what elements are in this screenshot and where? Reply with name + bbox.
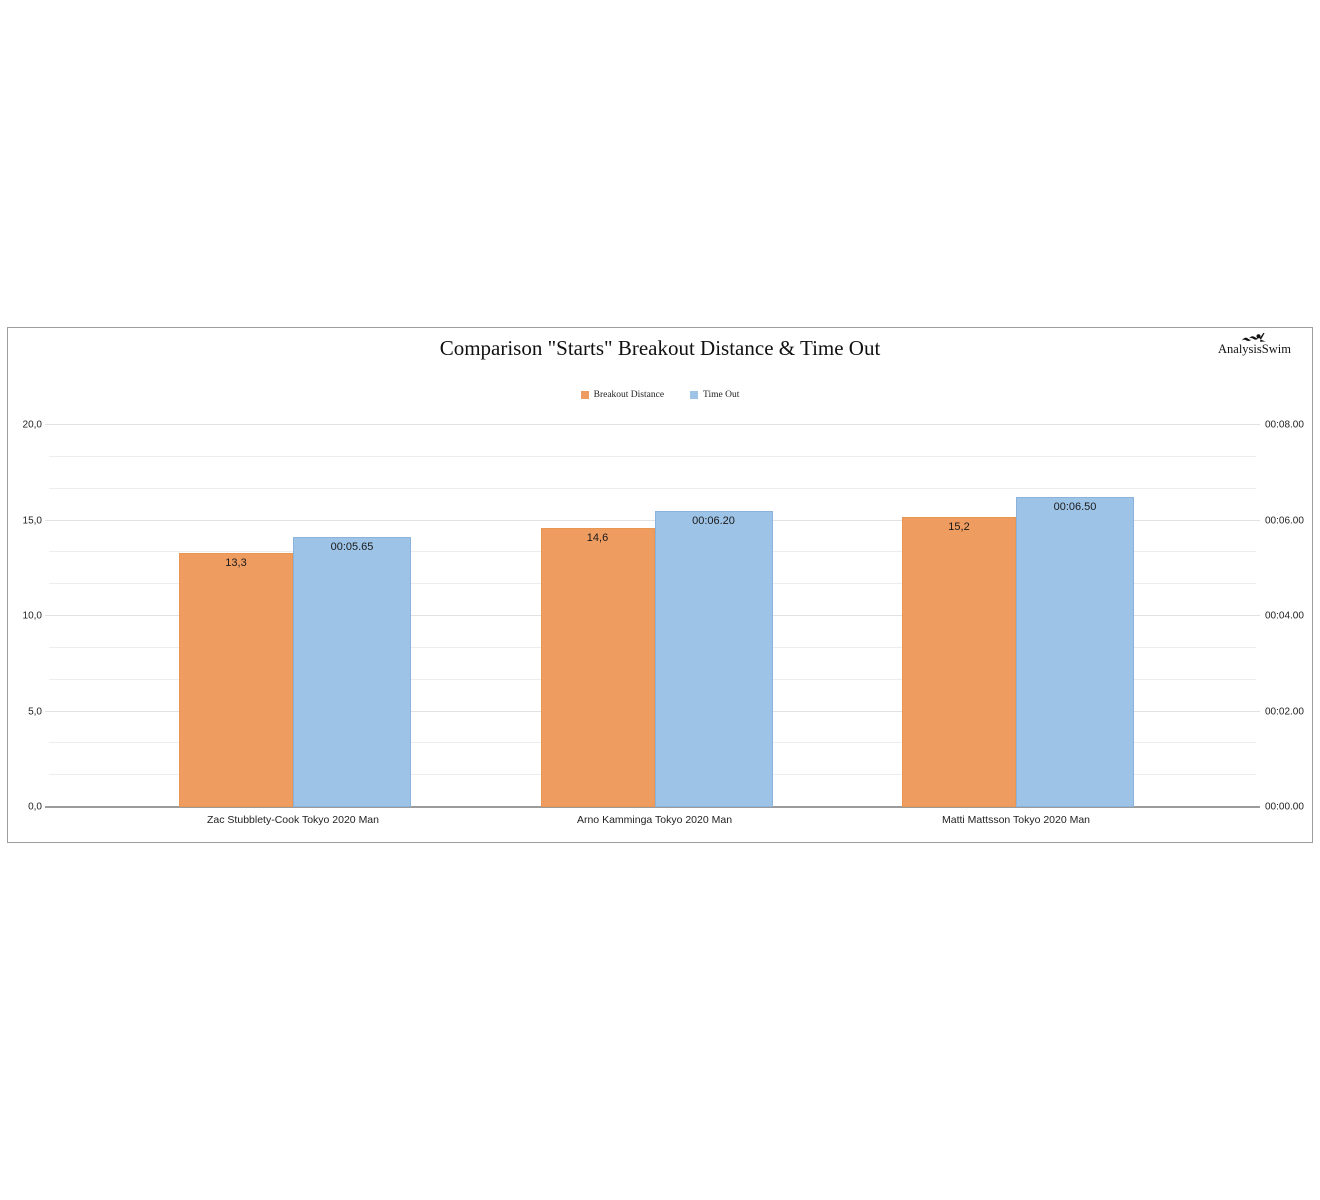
category-label: Arno Kamminga Tokyo 2020 Man xyxy=(576,814,733,826)
swimmer-icon xyxy=(1241,332,1266,342)
bar-value-label: 14,6 xyxy=(586,532,609,545)
y-axis-label-left: 0,0 xyxy=(28,801,42,813)
bar-breakout-distance: 14,6 xyxy=(540,528,655,807)
bar-value-label: 00:05.65 xyxy=(330,541,374,554)
y-axis-label-left: 5,0 xyxy=(28,706,42,717)
gridline-major xyxy=(45,519,1260,521)
analysisswim-logo: AnalysisSwim xyxy=(1218,332,1291,357)
y-axis-label-right: 00:00.00 xyxy=(1265,801,1304,813)
category-label: Zac Stubblety-Cook Tokyo 2020 Man xyxy=(207,814,379,826)
category-label: Matti Mattsson Tokyo 2020 Man xyxy=(941,814,1091,826)
bar-breakout-distance: 13,3 xyxy=(179,553,293,807)
bar-value-label: 00:06.50 xyxy=(1053,500,1097,513)
legend-swatch-orange-icon xyxy=(580,391,589,399)
gridline-minor xyxy=(49,455,1256,457)
bar-value-label: 13,3 xyxy=(225,557,247,569)
x-axis-line xyxy=(45,806,1260,808)
y-axis-label-left: 10,0 xyxy=(22,610,42,622)
bar-breakout-distance: 15,2 xyxy=(902,516,1016,807)
y-axis-label-right: 00:06.00 xyxy=(1265,515,1304,526)
chart-legend: Breakout Distance Time Out xyxy=(8,390,1312,400)
gridline-major xyxy=(45,424,1260,425)
gridline-minor xyxy=(49,487,1256,489)
logo-text: AnalysisSwim xyxy=(1218,342,1291,356)
legend-item-time-out: Time Out xyxy=(690,390,739,400)
y-axis-label-left: 15,0 xyxy=(22,515,42,526)
chart-panel: Comparison "Starts" Breakout Distance & … xyxy=(7,327,1313,843)
y-axis-label-right: 00:08.00 xyxy=(1265,419,1304,431)
bar-time-out: 00:06.50 xyxy=(1016,496,1134,807)
bar-value-label: 15,2 xyxy=(948,520,970,533)
bar-time-out: 00:05.65 xyxy=(293,537,411,807)
legend-label: Time Out xyxy=(703,390,740,400)
legend-item-breakout-distance: Breakout Distance xyxy=(580,390,665,400)
y-axis-label-right: 00:04.00 xyxy=(1265,610,1304,622)
bar-value-label: 00:06.20 xyxy=(692,514,735,527)
legend-label: Breakout Distance xyxy=(593,390,665,400)
y-axis-label-right: 00:02.00 xyxy=(1265,706,1304,717)
plot-area: 0,0 5,0 10,0 15,0 20,0 00:00.00 00:02.00 00:04.… xyxy=(23,420,1304,827)
bar-time-out: 00:06.20 xyxy=(654,510,773,807)
legend-swatch-blue-icon xyxy=(690,391,699,399)
chart-title: Comparison "Starts" Breakout Distance & … xyxy=(439,336,881,360)
y-axis-label-left: 20,0 xyxy=(22,419,42,431)
